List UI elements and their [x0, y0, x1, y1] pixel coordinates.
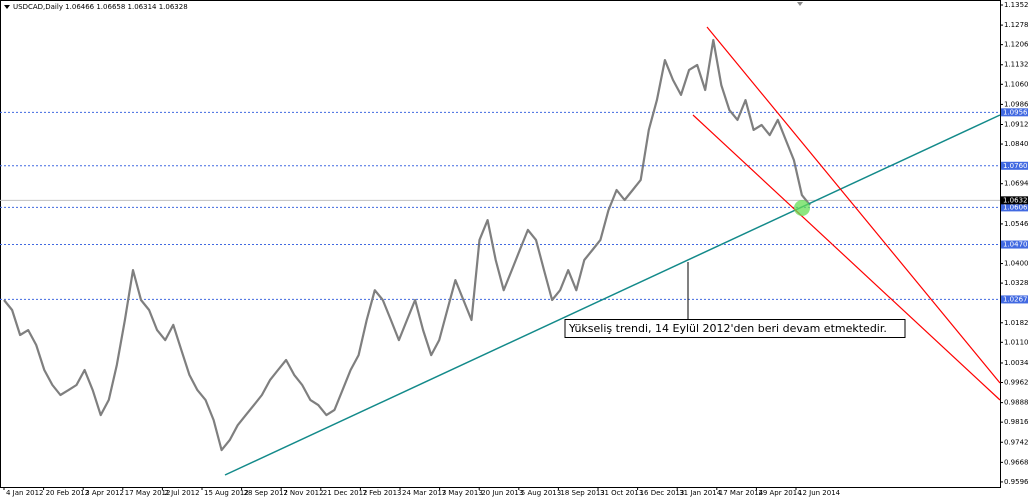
level-label: 1.07600 — [1003, 162, 1029, 170]
menu-arrow — [4, 5, 10, 9]
y-tick-label: 1.04000 — [1004, 260, 1029, 268]
x-tick-label: 31 Oct 2013 — [600, 489, 643, 497]
y-tick-label: 1.01820 — [1004, 319, 1029, 327]
x-tick-label: 17 Mar 2014 — [719, 489, 764, 497]
y-tick-label: 1.03280 — [1004, 279, 1029, 287]
channel-line — [706, 26, 1001, 384]
x-tick-label: 7 Nov 2012 — [283, 489, 323, 497]
level-label-box — [1001, 108, 1028, 117]
x-tick-label: 15 Aug 2012 — [204, 489, 249, 497]
x-tick-label: 7 May 2013 — [442, 489, 483, 497]
y-tick-label: 1.01100 — [1004, 338, 1029, 346]
level-label: 1.04700 — [1003, 241, 1029, 249]
x-tick-label: 31 Jan 2014 — [679, 489, 722, 497]
y-tick-label: 1.05460 — [1004, 220, 1029, 228]
x-tick-label: 20 Jun 2013 — [481, 489, 523, 497]
y-tick-label: 1.10600 — [1004, 80, 1029, 88]
x-tick-label: 18 Sep 2013 — [560, 489, 604, 497]
channel-line — [692, 114, 1001, 401]
price-line-series — [3, 38, 811, 452]
y-tick-label: 1.12060 — [1004, 41, 1029, 49]
shift-marker — [797, 2, 803, 6]
x-tick-label: 7 Feb 2013 — [362, 489, 401, 497]
y-tick-label: 1.12780 — [1004, 21, 1029, 29]
x-tick-label: 5 Aug 2013 — [521, 489, 561, 497]
x-tick-label: 12 Jun 2014 — [798, 489, 841, 497]
annotation: Yükseliş trendi, 14 Eylül 2012'den beri … — [568, 322, 887, 335]
level-label: 1.02679 — [1003, 295, 1029, 303]
level-label: 1.09568 — [1003, 108, 1029, 116]
x-tick-label: 29 Apr 2014 — [758, 489, 802, 497]
plot-frame — [0, 0, 1001, 488]
annotation-box — [564, 319, 906, 338]
x-tick-label: 17 May 2012 — [125, 489, 171, 497]
y-tick-label: 1.06940 — [1004, 180, 1029, 188]
y-tick-label: 1.09120 — [1004, 120, 1029, 128]
x-tick-label: 16 Dec 2013 — [640, 489, 685, 497]
x-tick-label: 24 Mar 2013 — [402, 489, 446, 497]
touch-marker — [794, 200, 810, 216]
x-tick-label: 3 Apr 2012 — [85, 489, 124, 497]
x-tick-label: 21 Dec 2012 — [323, 489, 368, 497]
trend-line — [224, 114, 1001, 476]
y-tick-label: 1.13520 — [1004, 1, 1029, 9]
x-tick-label: 2 Jul 2012 — [164, 489, 199, 497]
x-tick-label: 28 Sep 2012 — [244, 489, 288, 497]
y-tick-label: 1.11320 — [1004, 61, 1029, 69]
price-label: 1.06328 — [1003, 196, 1029, 204]
level-label: 1.06068 — [1003, 203, 1029, 211]
y-tick-label: 1.08400 — [1004, 140, 1029, 148]
chart-title: USDCAD,Daily 1.06466 1.06658 1.06314 1.0… — [13, 3, 188, 11]
level-label-box — [1001, 240, 1028, 249]
level-label-box — [1001, 295, 1028, 304]
price-label-box — [1001, 196, 1028, 205]
y-tick-label: 1.09860 — [1004, 100, 1029, 108]
level-label-box — [1001, 203, 1028, 212]
y-tick-label: 0.95960 — [1004, 478, 1029, 486]
x-tick-label: 20 Feb 2012 — [46, 489, 90, 497]
x-tick-label: 4 Jan 2012 — [6, 489, 44, 497]
level-label-box — [1001, 161, 1028, 170]
